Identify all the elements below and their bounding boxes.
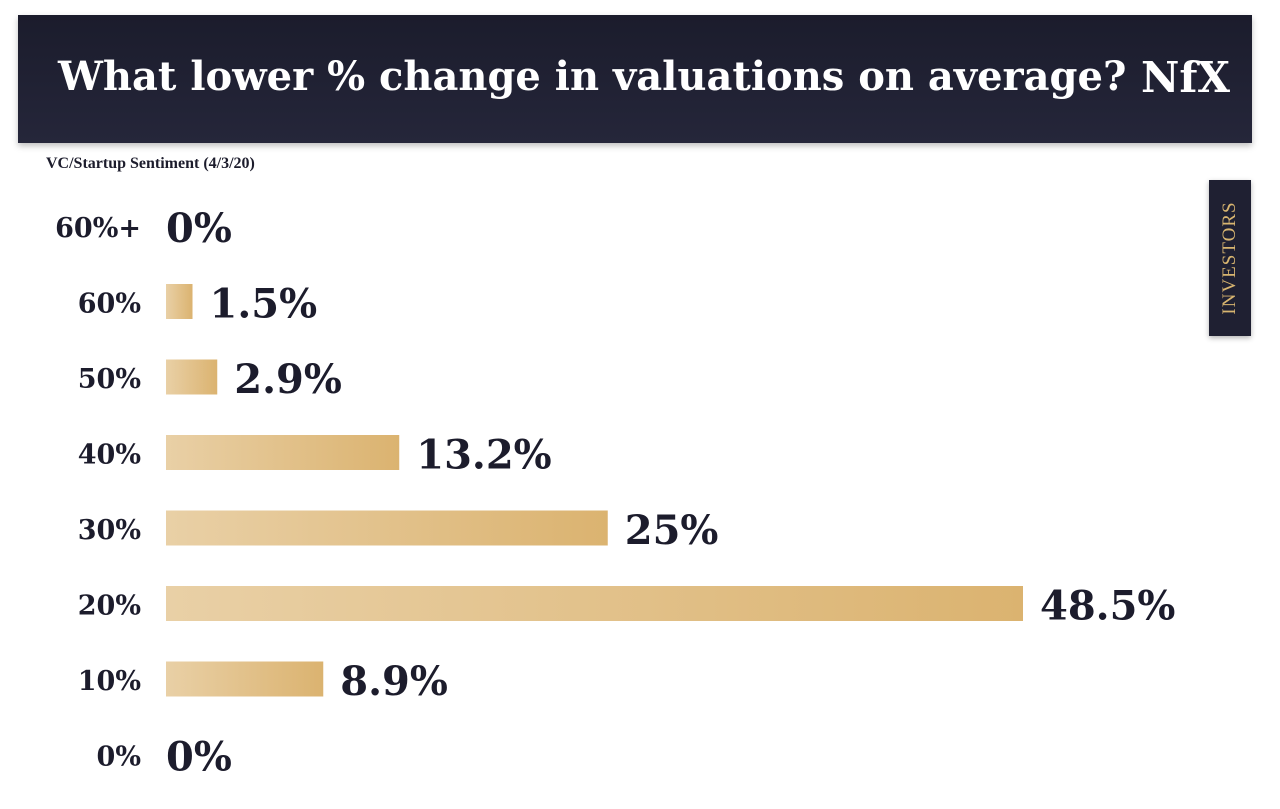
value-label: 2.9% bbox=[234, 356, 342, 403]
category-label: 20% bbox=[78, 591, 141, 622]
category-label: 0% bbox=[97, 742, 141, 773]
category-label: 40% bbox=[78, 440, 141, 471]
value-label: 0% bbox=[166, 734, 232, 781]
bar bbox=[166, 435, 400, 470]
bar bbox=[166, 510, 608, 546]
bar bbox=[166, 661, 324, 697]
bar bbox=[166, 359, 218, 395]
category-label: 60% bbox=[78, 289, 141, 320]
category-label: 30% bbox=[78, 515, 141, 546]
bar bbox=[166, 586, 1023, 621]
chart-title: What lower % change in valuations on ave… bbox=[58, 53, 1127, 100]
investors-tab: INVESTORS bbox=[1209, 180, 1251, 336]
value-label: 48.5% bbox=[1040, 583, 1175, 630]
header-banner: What lower % change in valuations on ave… bbox=[18, 15, 1252, 143]
category-label: 50% bbox=[78, 364, 141, 395]
chart-subtitle: VC/Startup Sentiment (4/3/20) bbox=[46, 155, 255, 172]
category-label: 60%+ bbox=[55, 213, 141, 244]
value-label: 8.9% bbox=[340, 658, 448, 705]
value-label: 0% bbox=[166, 205, 232, 252]
value-label: 25% bbox=[625, 507, 719, 554]
value-label: 1.5% bbox=[210, 281, 318, 328]
bar bbox=[166, 284, 193, 319]
nfx-logo: NfX bbox=[1140, 53, 1230, 102]
value-label: 13.2% bbox=[416, 432, 551, 479]
category-label: 10% bbox=[78, 666, 141, 697]
bars-layer: 60%+ 0% 60% 1.5% 50% 2.9% 40% 13.2% 30% 25% 20% 48.… bbox=[55, 205, 1175, 781]
